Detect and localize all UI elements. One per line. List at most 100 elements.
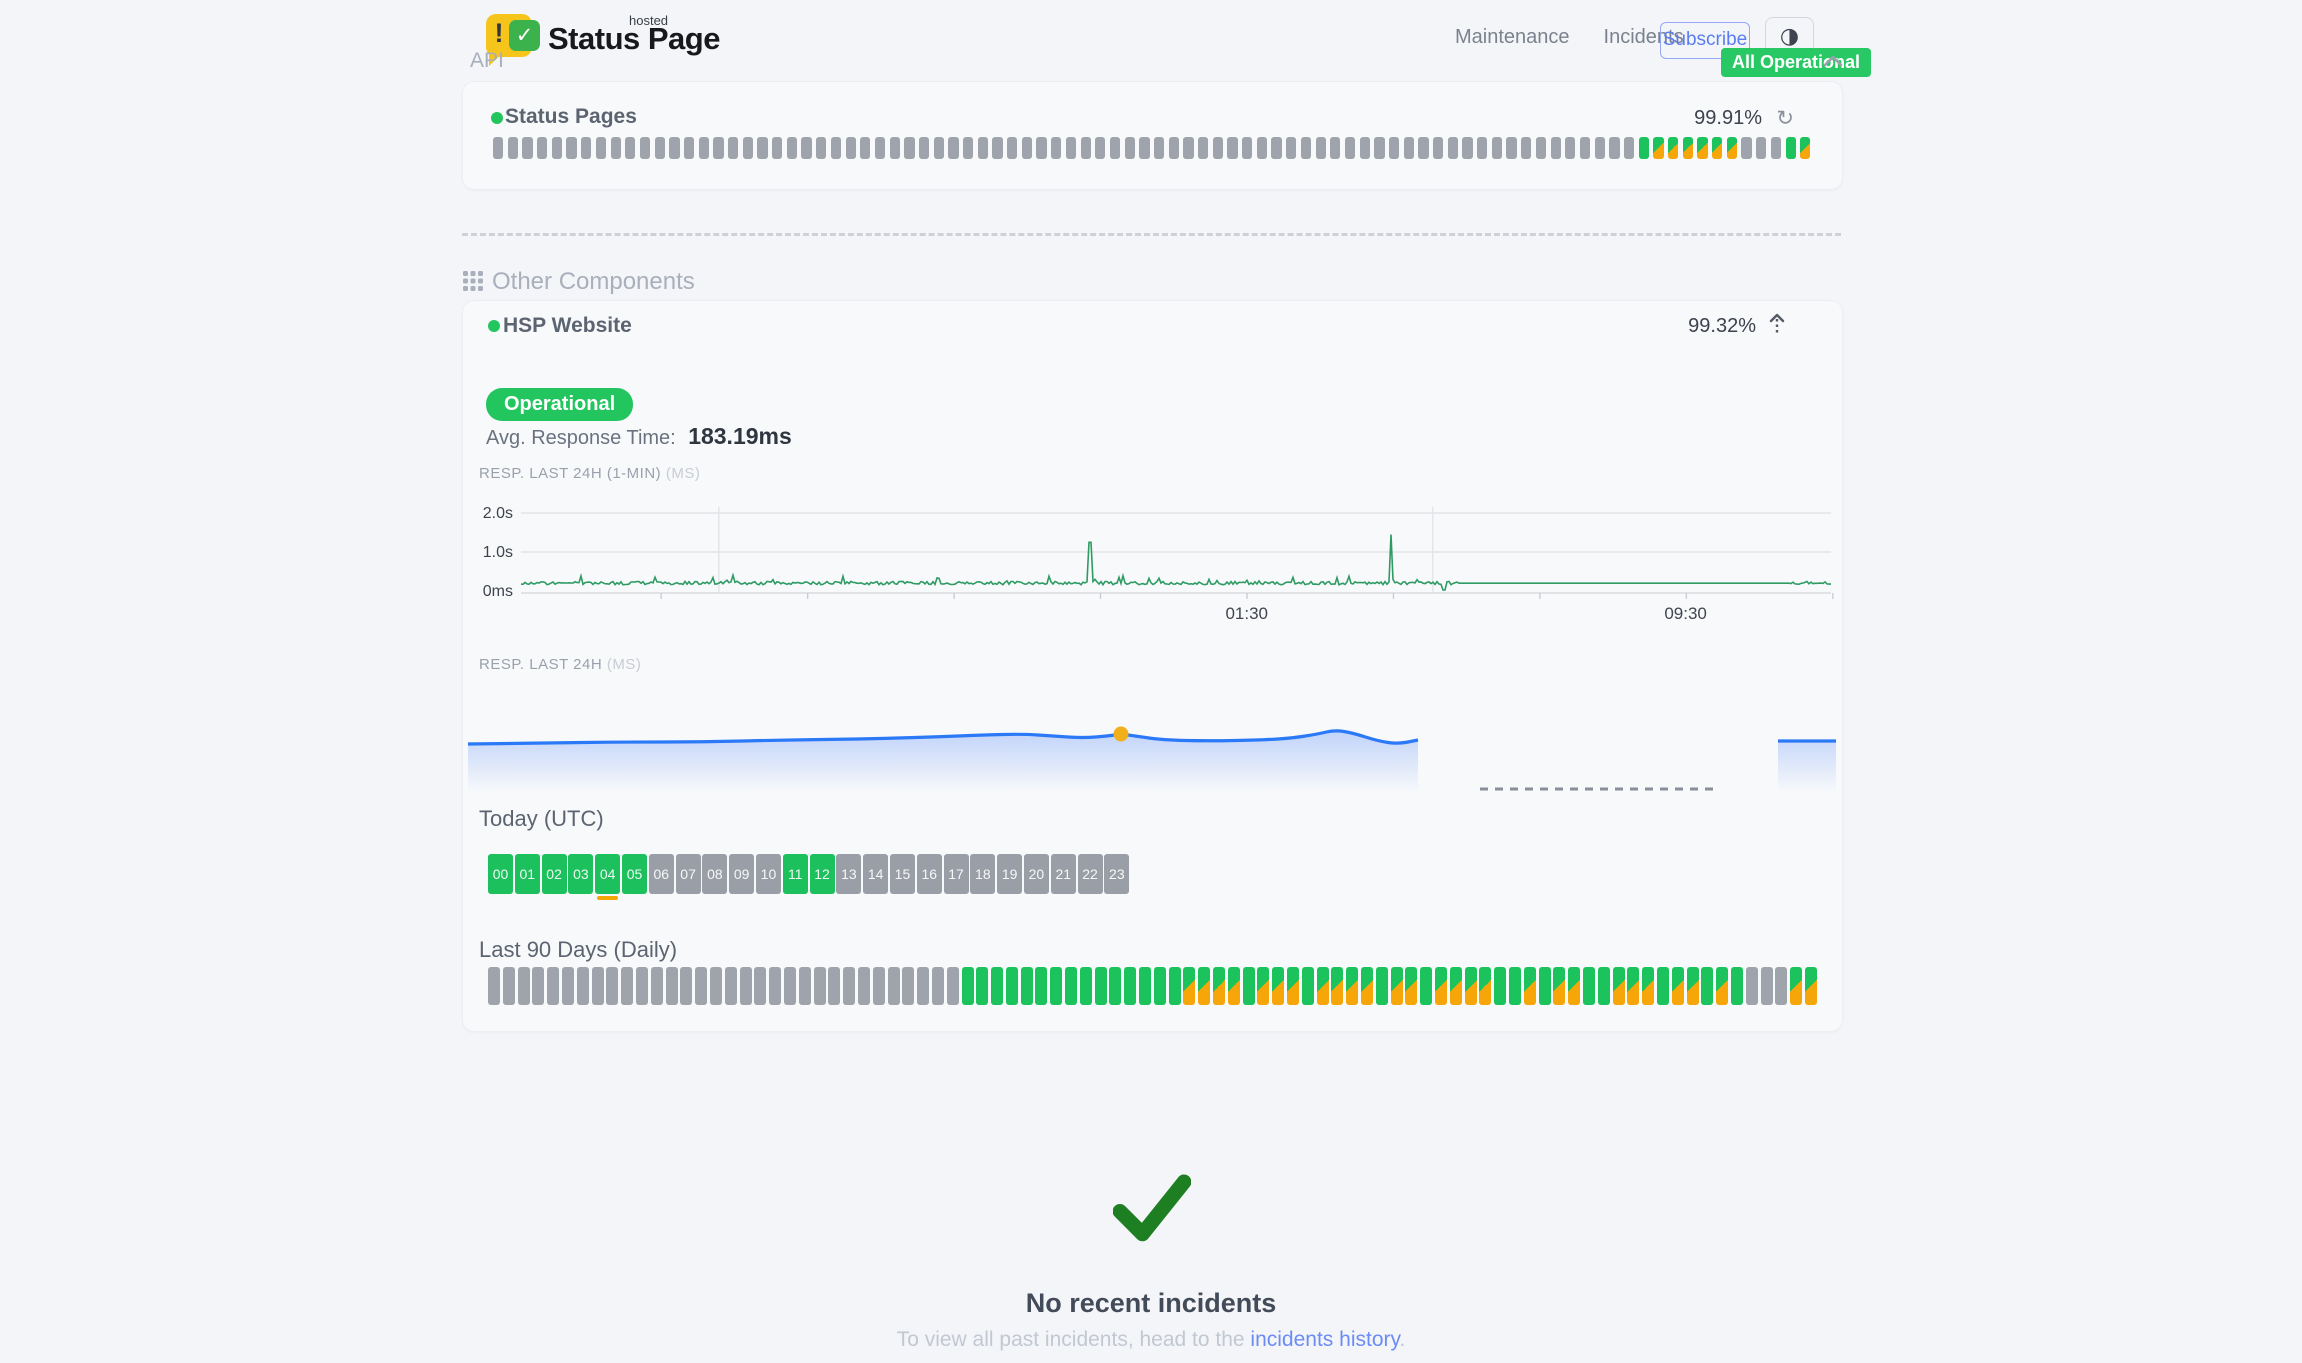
uptime-bar-gray[interactable] [1359,137,1370,159]
uptime-bar-mixed[interactable] [1686,967,1699,1005]
uptime-bar-gray[interactable] [769,967,782,1005]
uptime-bar-mixed[interactable] [1346,967,1359,1005]
uptime-bar-mixed[interactable] [1227,967,1240,1005]
uptime-bar-gray[interactable] [1623,137,1635,159]
uptime-bar-mixed[interactable] [1213,967,1226,1005]
refresh-icon[interactable]: ↻ [1776,106,1794,130]
hour-block-16[interactable]: 16 [916,854,942,894]
uptime-bar-green[interactable] [1153,967,1166,1005]
uptime-bar-gray[interactable] [843,967,856,1005]
uptime-bar-gray[interactable] [1198,137,1209,159]
uptime-bar-gray[interactable] [1344,137,1356,159]
uptime-bar-green[interactable] [1109,967,1122,1005]
uptime-bar-mixed[interactable] [1682,137,1693,159]
uptime-bar-gray[interactable] [1153,137,1165,159]
uptime-bar-mixed[interactable] [1627,967,1640,1005]
uptime-bar-gray[interactable] [828,967,841,1005]
uptime-bar-gray[interactable] [757,137,768,159]
uptime-bar-mixed[interactable] [1653,137,1664,159]
uptime-bar-gray[interactable] [561,967,574,1005]
uptime-bar-green[interactable] [1494,967,1507,1005]
uptime-bar-mixed[interactable] [1553,967,1566,1005]
uptime-bar-green[interactable] [1065,967,1078,1005]
uptime-bar-gray[interactable] [724,967,737,1005]
uptime-bar-mixed[interactable] [1183,967,1196,1005]
uptime-bar-gray[interactable] [625,137,636,159]
uptime-bar-mixed[interactable] [1331,967,1344,1005]
hour-block-18[interactable]: 18 [970,854,996,894]
uptime-bar-gray[interactable] [522,137,533,159]
uptime-bar-gray[interactable] [889,137,900,159]
uptime-bar-gray[interactable] [933,137,944,159]
uptime-bar-gray[interactable] [683,137,695,159]
uptime-bar-gray[interactable] [537,137,548,159]
uptime-bar-gray[interactable] [857,967,870,1005]
hour-block-10[interactable]: 10 [755,854,781,894]
hour-block-15[interactable]: 15 [889,854,915,894]
uptime-bar-mixed[interactable] [1449,967,1462,1005]
uptime-bar-mixed[interactable] [1800,137,1811,159]
uptime-bar-mixed[interactable] [1287,967,1300,1005]
nav-item-maintenance[interactable]: Maintenance [1455,26,1570,48]
collapse-section-button[interactable] [1823,54,1843,72]
uptime-bar-gray[interactable] [872,967,885,1005]
uptime-bar-mixed[interactable] [1726,137,1738,159]
uptime-bar-green[interactable] [1375,967,1388,1005]
uptime-bar-gray[interactable] [813,967,826,1005]
uptime-bar-gray[interactable] [1594,137,1605,159]
hour-block-03[interactable]: 03 [568,854,594,894]
uptime-bar-gray[interactable] [1212,137,1223,159]
uptime-bar-mixed[interactable] [1568,967,1581,1005]
uptime-bar-gray[interactable] [1745,967,1758,1005]
uptime-bar-gray[interactable] [1227,137,1238,159]
uptime-bar-gray[interactable] [1256,137,1268,159]
uptime-bar-gray[interactable] [1741,137,1752,159]
uptime-bar-gray[interactable] [918,137,930,159]
uptime-bar-mixed[interactable] [1668,137,1679,159]
uptime-bar-mixed[interactable] [1361,967,1374,1005]
uptime-bar-gray[interactable] [772,137,783,159]
uptime-bar-gray[interactable] [576,967,589,1005]
uptime-bar-gray[interactable] [1756,137,1767,159]
hour-block-12[interactable]: 12 [809,854,835,894]
uptime-bar-gray[interactable] [610,137,621,159]
hour-block-21[interactable]: 21 [1050,854,1076,894]
uptime-bar-gray[interactable] [1021,137,1033,159]
uptime-bar-green[interactable] [1020,967,1033,1005]
uptime-bar-green[interactable] [1139,967,1152,1005]
uptime-bar-green[interactable] [1638,137,1649,159]
uptime-bar-gray[interactable] [551,137,563,159]
hour-block-01[interactable]: 01 [514,854,540,894]
hour-block-07[interactable]: 07 [675,854,701,894]
uptime-bar-gray[interactable] [1491,137,1503,159]
uptime-bar-gray[interactable] [977,137,988,159]
uptime-bar-gray[interactable] [1506,137,1517,159]
uptime-bar-mixed[interactable] [1716,967,1729,1005]
uptime-bar-green[interactable] [976,967,989,1005]
uptime-bar-gray[interactable] [931,967,944,1005]
uptime-bar-gray[interactable] [488,967,500,1005]
uptime-bar-green[interactable] [1597,967,1610,1005]
uptime-bar-gray[interactable] [1770,137,1782,159]
uptime-bar-mixed[interactable] [1390,967,1403,1005]
uptime-bar-gray[interactable] [650,967,663,1005]
scroll-top-icon[interactable] [1768,313,1786,342]
uptime-bar-green[interactable] [1242,967,1255,1005]
uptime-bar-gray[interactable] [1433,137,1444,159]
uptime-bar-gray[interactable] [1242,137,1253,159]
hour-block-08[interactable]: 08 [702,854,728,894]
uptime-bar-mixed[interactable] [1198,967,1211,1005]
uptime-bar-gray[interactable] [581,137,592,159]
uptime-bar-green[interactable] [1094,967,1107,1005]
uptime-bar-gray[interactable] [963,137,974,159]
uptime-bar-gray[interactable] [786,137,798,159]
uptime-bar-green[interactable] [1124,967,1137,1005]
uptime-bar-gray[interactable] [669,137,680,159]
uptime-bar-gray[interactable] [695,967,708,1005]
incidents-history-link[interactable]: incidents history [1250,1328,1400,1351]
hour-block-05[interactable]: 05 [621,854,647,894]
uptime-bar-gray[interactable] [1080,137,1091,159]
uptime-bar-green[interactable] [961,967,974,1005]
uptime-bar-gray[interactable] [830,137,842,159]
uptime-bar-mixed[interactable] [1671,967,1684,1005]
